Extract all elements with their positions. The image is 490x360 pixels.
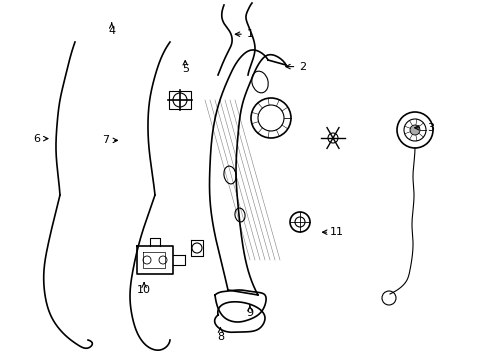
- Text: 3: 3: [427, 123, 434, 133]
- Text: 6: 6: [33, 134, 40, 144]
- Text: 4: 4: [108, 26, 115, 36]
- Text: 8: 8: [217, 332, 224, 342]
- Text: 2: 2: [299, 62, 306, 72]
- Text: 9: 9: [246, 308, 253, 318]
- Text: 7: 7: [102, 135, 109, 145]
- Text: 10: 10: [137, 285, 151, 295]
- Text: 11: 11: [330, 227, 344, 237]
- Text: 1: 1: [246, 29, 253, 39]
- Text: 5: 5: [182, 64, 189, 74]
- Circle shape: [410, 125, 420, 135]
- Circle shape: [328, 133, 338, 143]
